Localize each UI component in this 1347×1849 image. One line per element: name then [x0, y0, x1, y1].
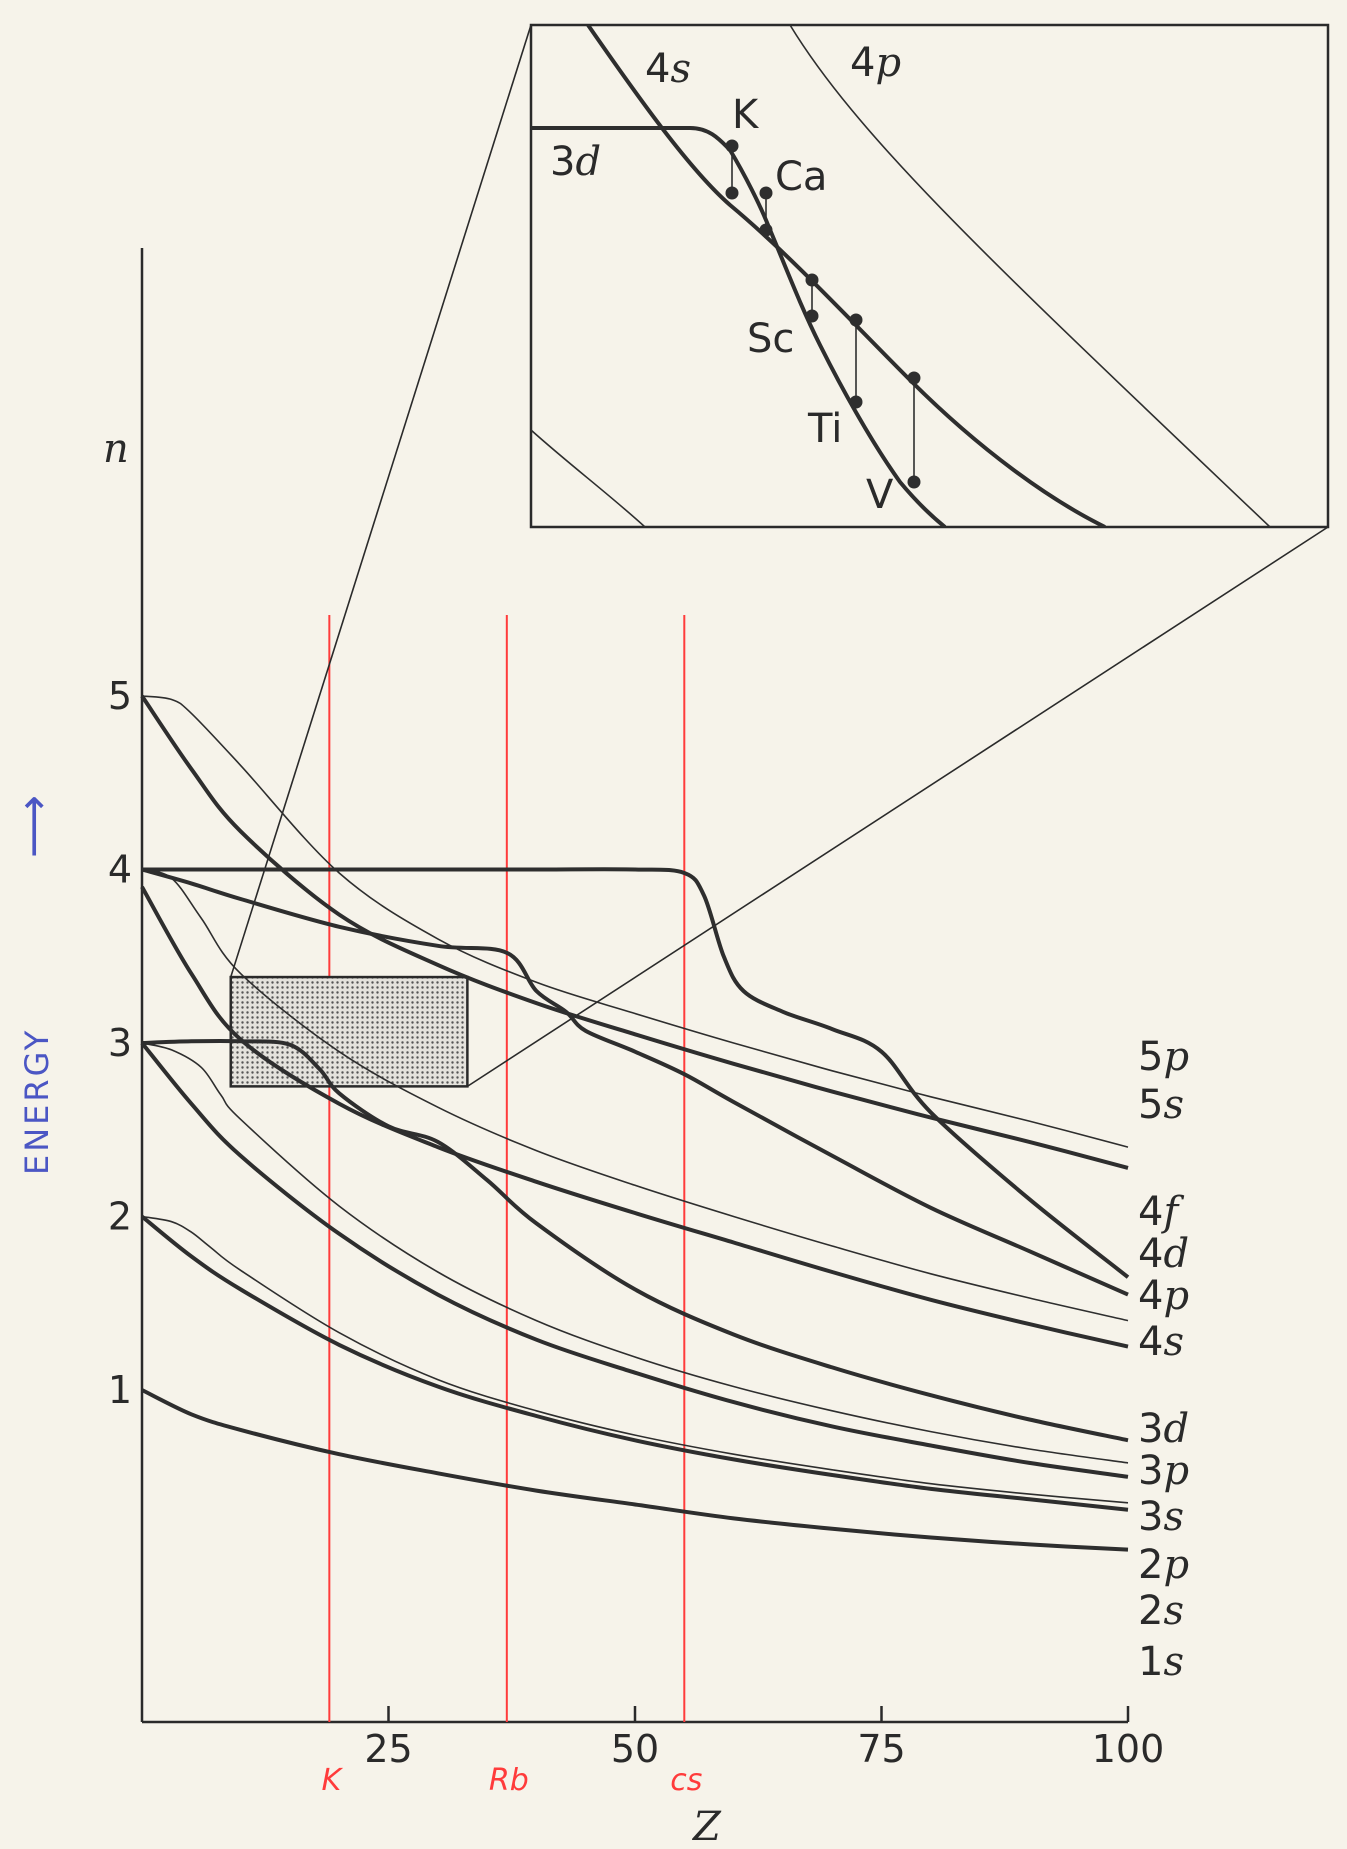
inset-point	[805, 273, 819, 287]
inset-point	[849, 395, 863, 409]
series-label-3p: 3p	[1138, 1448, 1189, 1494]
series-label-3d: 3d	[1138, 1406, 1189, 1452]
curve-3p	[141, 1042, 1129, 1464]
element-marker-lines: K Rb cs	[321, 615, 702, 1798]
curve-4p	[141, 868, 1129, 1322]
inset-curve-label: 4s	[645, 46, 691, 92]
inset-point	[725, 186, 739, 200]
curve-5p	[141, 695, 1129, 1148]
energy-axis-label: ENERGY ⟶	[8, 792, 59, 1175]
inset-element-label: Ca	[775, 154, 827, 200]
curve-4d	[141, 867, 1129, 1297]
inset-point	[849, 313, 863, 327]
y-tick-label: 1	[108, 1368, 132, 1412]
orbital-curves	[140, 694, 1130, 1552]
energy-arrow: ⟶	[8, 792, 59, 858]
inset-frame	[529, 23, 1330, 529]
inset-element-label: K	[732, 92, 760, 138]
series-label-5s: 5s	[1138, 1082, 1184, 1128]
energy-label-text: ENERGY	[18, 1028, 56, 1175]
curve-2s	[140, 1214, 1129, 1512]
x-tick-label: 50	[611, 1727, 659, 1771]
series-label-4f: 4f	[1138, 1189, 1184, 1235]
inset-element-label: Ti	[807, 406, 842, 452]
y-tick-label: 2	[108, 1195, 132, 1239]
x-tick-label: 25	[364, 1727, 412, 1771]
x-tick-label: 75	[857, 1727, 905, 1771]
curve-3d	[141, 1038, 1129, 1443]
curve-1s	[141, 1388, 1129, 1552]
series-label-4d: 4d	[1138, 1231, 1189, 1277]
y-tick-label: 4	[108, 848, 132, 892]
series-label-2p: 2p	[1138, 1542, 1189, 1588]
inset-curve-lower	[531, 429, 646, 527]
inset-curve-label: 4p	[850, 40, 901, 86]
inset-curve-4p	[789, 25, 1271, 527]
y-axis-ticks: 1 2 3 4 5	[108, 674, 132, 1412]
y-tick-label: 5	[108, 674, 132, 718]
series-label-4p: 4p	[1138, 1273, 1189, 1319]
series-label-1s: 1s	[1138, 1639, 1184, 1685]
inset-panel: 4s 4p 3d K Ca Sc Ti V	[529, 23, 1330, 529]
y-tick-label: 3	[108, 1021, 132, 1065]
series-label-4s: 4s	[1138, 1319, 1184, 1365]
highlight-region	[229, 975, 469, 1088]
series-label-3s: 3s	[1138, 1494, 1184, 1540]
inset-curve-label: 3d	[550, 139, 601, 185]
inset-element-label: Sc	[747, 316, 794, 362]
zoom-connector-lines	[229, 24, 1329, 1088]
element-marker-label: Rb	[489, 1763, 529, 1798]
x-axis-title: Z	[691, 1804, 722, 1849]
y-axis-title: n	[103, 426, 129, 472]
inset-point	[907, 475, 921, 489]
series-label-5p: 5p	[1138, 1034, 1189, 1080]
series-label-2s: 2s	[1138, 1588, 1184, 1634]
inset-point	[759, 186, 773, 200]
curve-4f	[142, 867, 1130, 1279]
inset-element-label: V	[866, 472, 894, 518]
inset-point	[759, 223, 773, 237]
inset-point	[805, 309, 819, 323]
element-marker-label: K	[321, 1763, 343, 1798]
inset-point	[907, 371, 921, 385]
connector-line	[466, 526, 1329, 1088]
curve-5s	[140, 694, 1129, 1170]
element-marker-label: cs	[670, 1763, 702, 1798]
inset-point	[725, 139, 739, 153]
x-axis-ticks: 25 50 75 100	[364, 1706, 1164, 1771]
curve-2p	[141, 1215, 1129, 1504]
connector-line	[229, 24, 532, 978]
inset-content: 4s 4p 3d K Ca Sc Ti V	[531, 25, 1271, 527]
x-tick-label: 100	[1092, 1727, 1165, 1771]
curve-3s	[140, 1041, 1129, 1479]
curve-4s	[140, 885, 1129, 1349]
